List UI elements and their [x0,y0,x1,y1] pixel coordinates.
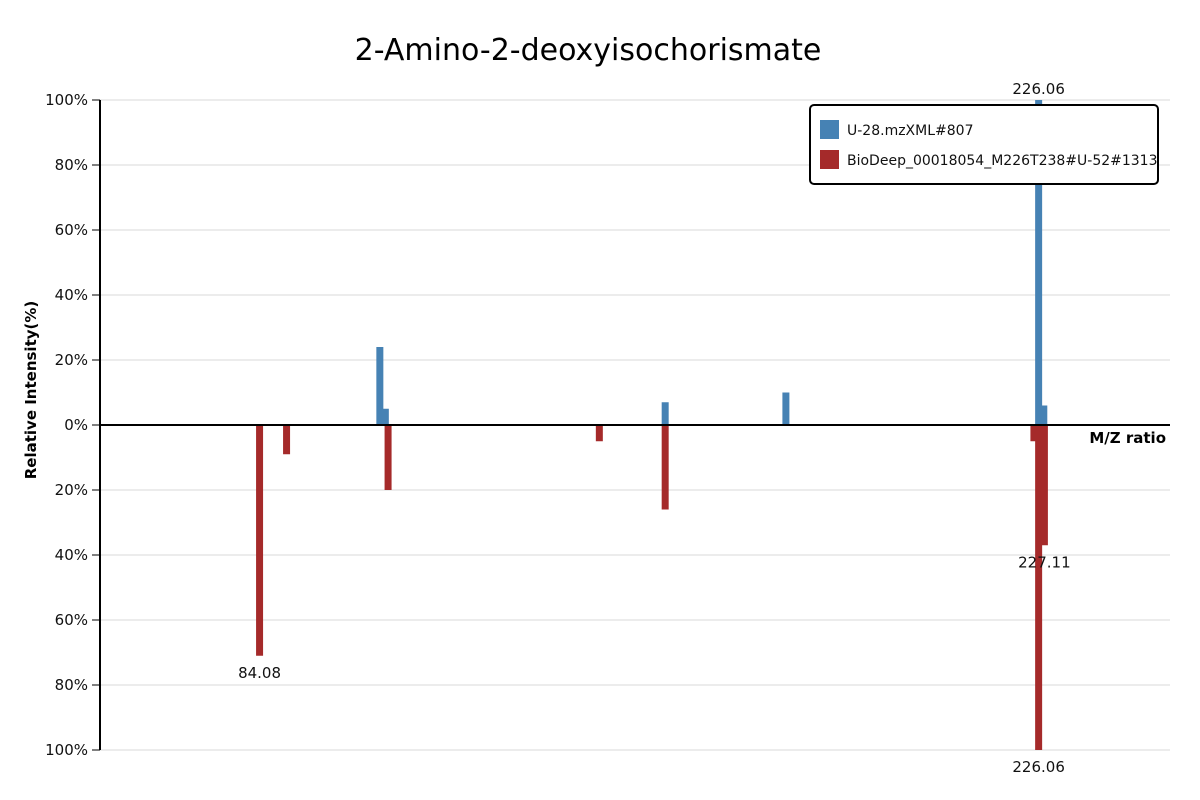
y-ticks: 100% 80% 60% 40% 20% 0% 20% 40% 60% 80% 100% [45,91,100,759]
reference-peak-bar [1040,425,1048,546]
reference-peak-bar [283,425,291,455]
y-tick-label: 40% [55,546,88,564]
y-tick-label: 80% [55,156,88,174]
y-tick-label: 80% [55,676,88,694]
y-tick-label: 60% [55,221,88,239]
query-peak-label: 226.06 [1012,80,1065,98]
y-tick-label: 40% [55,286,88,304]
legend: U-28.mzXML#807 BioDeep_00018054_M226T238… [809,104,1159,185]
legend-label-query: U-28.mzXML#807 [847,123,973,139]
y-tick-label: 100% [45,91,88,109]
reference-peak-bar [1035,425,1043,750]
y-tick-label: 100% [45,741,88,759]
legend-swatch-reference [820,150,839,169]
reference-peak-bar [595,425,603,442]
query-peak-bar [1035,100,1043,425]
query-peak-bar [1040,405,1048,425]
query-peak-bar [381,408,389,425]
reference-peak-label: 227.11 [1018,553,1071,571]
reference-peak-bar [256,425,264,656]
legend-label-reference: BioDeep_00018054_M226T238#U-52#1313 [847,153,1158,169]
reference-peak-bar [1030,425,1038,442]
reference-peak-label: 84.08 [238,664,281,682]
query-peak-bar [661,402,669,425]
reference-peak-bar [384,425,392,490]
y-tick-label: 20% [55,351,88,369]
y-tick-label: 20% [55,481,88,499]
reference-peak-bar [661,425,669,510]
gridlines [100,99,1170,751]
y-tick-label: 0% [64,416,88,434]
y-tick-label: 60% [55,611,88,629]
y-axis-label: Relative Intensity(%) [22,301,40,480]
peak-labels: 226.06 84.08 226.06 227.11 [238,80,1071,776]
legend-box [809,104,1159,185]
peak-bars [256,100,1048,750]
legend-swatch-query [820,120,839,139]
chart-title: 2-Amino-2-deoxyisochorismate [355,33,822,68]
x-axis-label: M/Z ratio [1089,429,1166,447]
query-peak-bar [782,392,790,425]
reference-peak-label: 226.06 [1012,758,1065,776]
query-peak-bar [376,347,384,425]
